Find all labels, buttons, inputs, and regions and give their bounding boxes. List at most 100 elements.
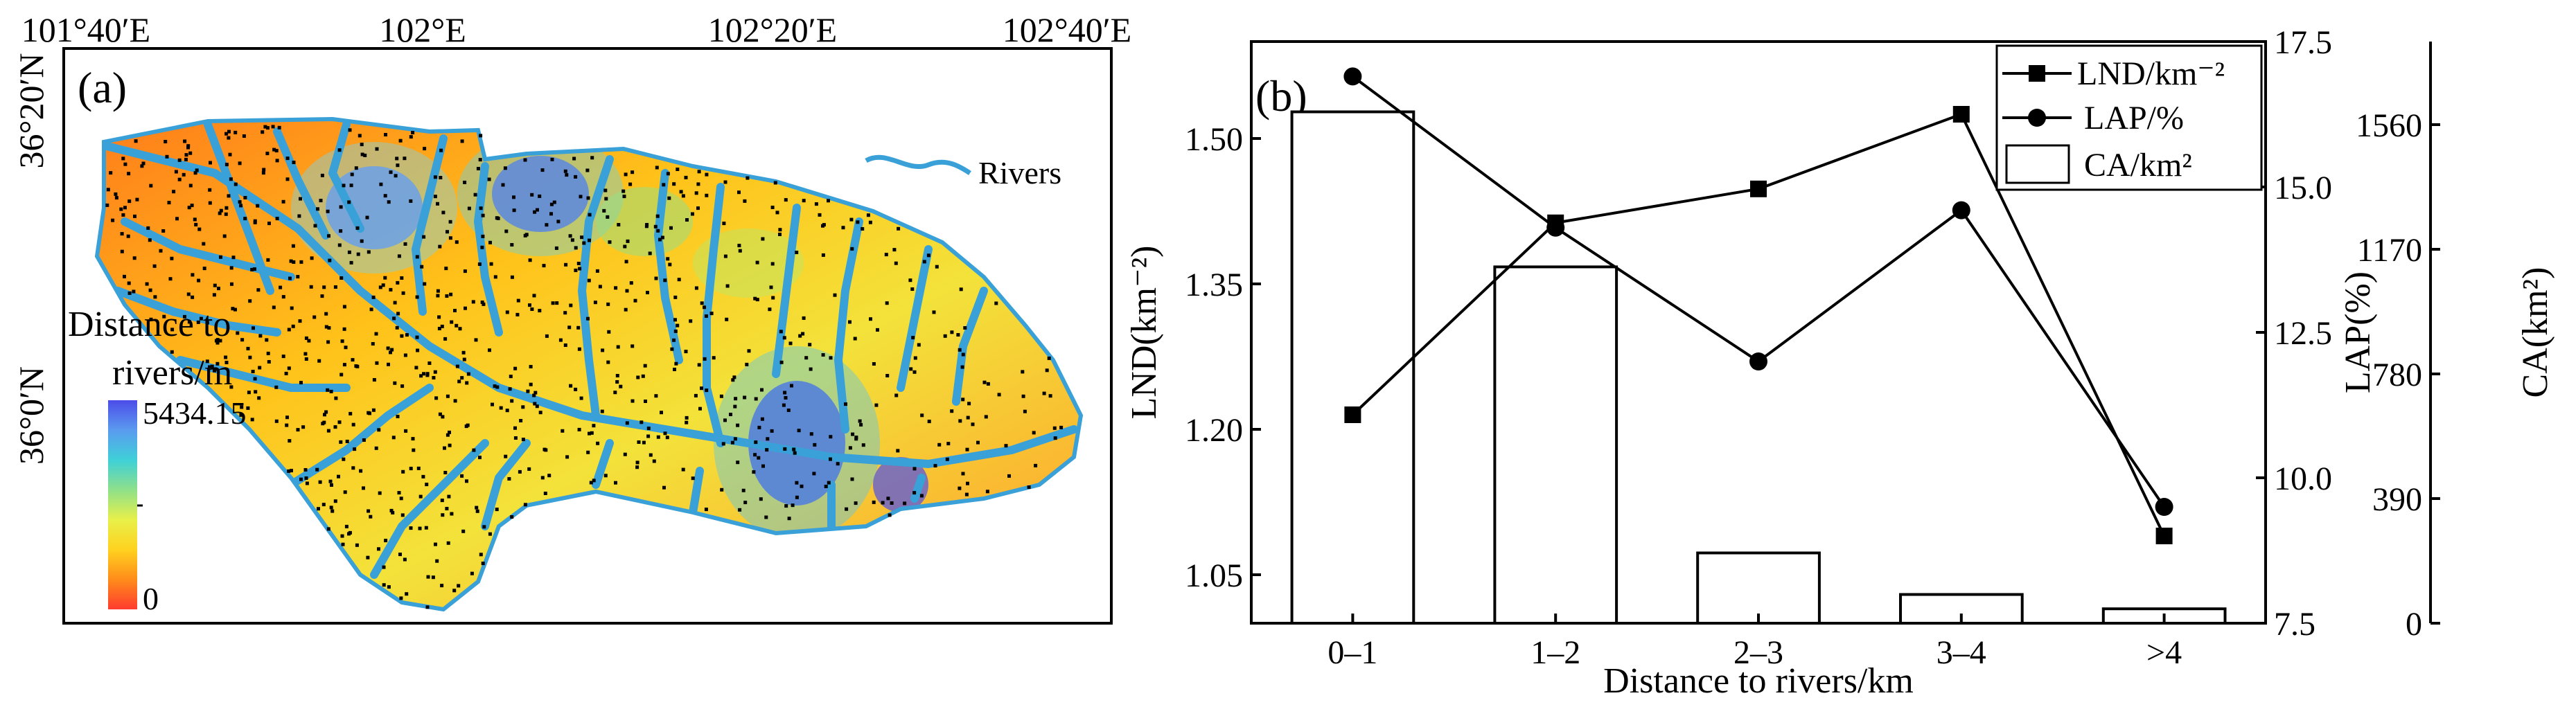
landslide-point	[233, 182, 238, 186]
landslide-point	[958, 486, 962, 490]
landslide-point	[674, 361, 678, 366]
landslide-point	[412, 448, 416, 452]
landslide-point	[445, 394, 450, 398]
landslide-point	[394, 174, 398, 178]
landslide-point	[580, 235, 584, 240]
landslide-point	[461, 529, 466, 533]
landslide-point	[362, 486, 365, 490]
ca-tick-label: 1170	[2357, 232, 2422, 269]
landslide-point	[765, 448, 769, 452]
landslide-point	[800, 484, 804, 488]
landslide-point	[565, 455, 570, 459]
landslide-point	[745, 362, 749, 366]
landslide-point	[549, 212, 553, 216]
landslide-point	[393, 381, 397, 385]
landslide-point	[238, 161, 242, 165]
landslide-point	[371, 342, 375, 346]
landslide-point	[251, 370, 255, 373]
landslide-point	[387, 200, 391, 204]
landslide-point	[656, 435, 660, 439]
landslide-point	[876, 328, 879, 332]
landslide-point	[265, 338, 269, 342]
landslide-point	[296, 428, 300, 432]
landslide-point	[798, 334, 802, 338]
landslide-point	[386, 346, 390, 350]
landslide-point	[248, 355, 252, 359]
landslide-point	[218, 211, 222, 215]
landslide-point	[872, 500, 876, 504]
lap-tick-label: 15.0	[2274, 170, 2332, 206]
landslide-point	[590, 431, 594, 435]
landslide-point	[109, 171, 113, 175]
landslide-point	[324, 325, 328, 329]
landslide-point	[505, 409, 509, 413]
landslide-point	[890, 501, 894, 505]
landslide-point	[850, 477, 854, 481]
landslide-point	[946, 442, 951, 446]
landslide-point	[398, 553, 402, 557]
landslide-point	[773, 181, 777, 185]
landslide-point	[574, 387, 578, 391]
landslide-point	[705, 172, 709, 177]
landslide-point	[543, 492, 547, 495]
landslide-point	[315, 467, 319, 472]
landslide-point	[355, 226, 360, 230]
landslide-point	[540, 476, 545, 480]
landslide-point	[653, 224, 658, 229]
landslide-point	[725, 284, 730, 288]
landslide-point	[985, 490, 989, 494]
landslide-point	[600, 409, 604, 413]
landslide-point	[239, 204, 243, 208]
landslide-point	[963, 326, 967, 330]
landslide-point	[449, 292, 453, 296]
landslide-point	[637, 440, 641, 444]
landslide-point	[432, 376, 436, 379]
landslide-point	[318, 480, 322, 484]
landslide-point	[184, 153, 188, 157]
landslide-point	[187, 320, 191, 324]
landslide-point	[224, 355, 228, 359]
landslide-point	[281, 199, 285, 204]
landslide-point	[1034, 463, 1038, 467]
landslide-point	[478, 158, 482, 162]
landslide-point	[927, 420, 931, 424]
landslide-point	[532, 393, 536, 397]
landslide-point	[409, 199, 413, 203]
landslide-point	[812, 472, 816, 476]
landslide-point	[533, 402, 537, 406]
landslide-point	[323, 413, 326, 417]
landslide-point	[513, 366, 518, 370]
landslide-point	[422, 235, 426, 239]
lon-tick-label: 102°20′E	[708, 10, 837, 49]
lnd-axis-label: LND(km⁻²)	[1124, 246, 1164, 420]
landslide-point	[121, 156, 125, 161]
lnd-tick-label: 1.35	[1185, 267, 1243, 303]
landslide-point	[453, 309, 457, 312]
landslide-point	[854, 436, 858, 440]
landslide-point	[239, 413, 243, 417]
landslide-point	[390, 348, 394, 352]
landslide-point	[391, 510, 395, 514]
landslide-point	[215, 341, 220, 345]
landslide-point	[491, 402, 494, 406]
landslide-point	[668, 262, 672, 267]
landslide-point	[321, 503, 326, 507]
landslide-point	[135, 197, 139, 202]
lnd-point	[1952, 106, 1970, 123]
landslide-point	[636, 375, 640, 379]
landslide-point	[471, 300, 475, 304]
far-zone	[748, 381, 845, 505]
landslide-point	[440, 499, 444, 503]
legend-label-lap: LAP/%	[2084, 100, 2184, 136]
landslide-point	[550, 157, 554, 161]
landslide-point	[256, 288, 261, 292]
landslide-point	[240, 405, 244, 409]
x-tick-label: 1–2	[1530, 634, 1580, 671]
landslide-point	[377, 547, 380, 551]
landslide-point	[164, 140, 168, 143]
landslide-point	[184, 157, 188, 161]
landslide-point	[246, 346, 250, 350]
landslide-point	[475, 505, 479, 510]
landslide-point	[333, 425, 337, 429]
lap-tick-label: 12.5	[2274, 315, 2332, 352]
